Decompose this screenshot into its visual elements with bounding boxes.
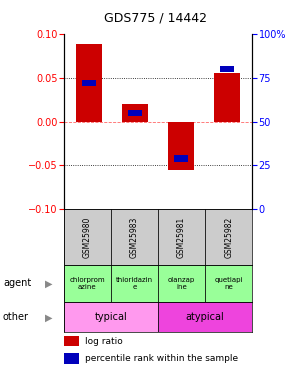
Bar [82, 80, 96, 86]
Text: GSM25981: GSM25981 [177, 216, 186, 258]
Bar [158, 302, 252, 332]
Text: typical: typical [95, 312, 127, 322]
Bar [111, 209, 158, 265]
Bar [122, 104, 148, 122]
Text: ▶: ▶ [45, 278, 52, 288]
Text: log ratio: log ratio [85, 337, 122, 346]
Bar [128, 110, 142, 116]
Text: GSM25982: GSM25982 [224, 216, 233, 258]
Bar [77, 44, 102, 122]
Bar [64, 209, 111, 265]
Bar [64, 302, 158, 332]
Text: GSM25980: GSM25980 [83, 216, 92, 258]
Bar [214, 73, 240, 122]
Bar [220, 66, 234, 72]
Bar [158, 265, 205, 302]
Text: olanzap
ine: olanzap ine [168, 277, 195, 290]
Text: quetiapi
ne: quetiapi ne [215, 277, 243, 290]
Text: chlorprom
azine: chlorprom azine [70, 277, 105, 290]
Text: GSM25983: GSM25983 [130, 216, 139, 258]
Bar [205, 265, 252, 302]
Bar [111, 265, 158, 302]
Text: thioridazin
e: thioridazin e [116, 277, 153, 290]
Bar [168, 122, 194, 170]
Bar [64, 336, 79, 346]
Text: agent: agent [3, 278, 31, 288]
Bar [174, 155, 188, 162]
Text: GDS775 / 14442: GDS775 / 14442 [104, 11, 207, 24]
Bar [64, 354, 79, 364]
Text: percentile rank within the sample: percentile rank within the sample [85, 354, 238, 363]
Text: ▶: ▶ [45, 312, 52, 322]
Bar [158, 209, 205, 265]
Bar [205, 209, 252, 265]
Text: other: other [3, 312, 29, 322]
Text: atypical: atypical [186, 312, 224, 322]
Bar [64, 265, 111, 302]
